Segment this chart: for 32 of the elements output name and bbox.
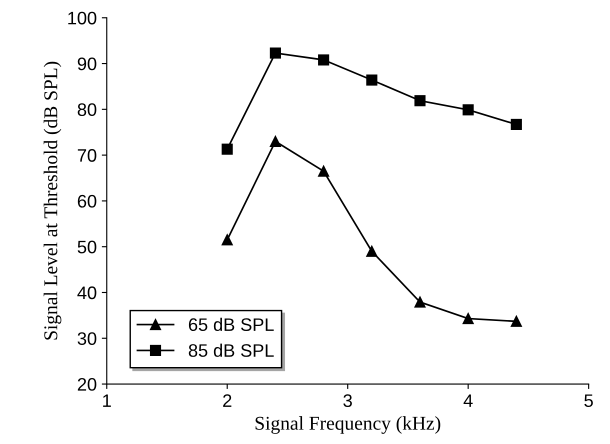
y-tick-label: 70: [78, 149, 96, 162]
point: [510, 316, 522, 327]
y-tick-label: 90: [78, 57, 96, 70]
point: [414, 95, 426, 106]
point: [222, 234, 233, 246]
point: [414, 296, 426, 308]
point: [462, 104, 474, 116]
y-tick-label: 50: [78, 240, 96, 254]
y-tick-label: 20: [78, 378, 96, 391]
legend-label: 85 dB SPL: [188, 344, 274, 357]
point: [318, 166, 330, 177]
x-axis-title: Signal Frequency (kHz): [256, 416, 440, 434]
x-tick-label: 1: [103, 394, 111, 407]
x-tick-label: 3: [343, 394, 352, 408]
point: [270, 136, 281, 147]
x-tick-label: 2: [223, 394, 232, 407]
legend-label: 65 dB SPL: [188, 318, 274, 332]
y-axis-title: Signal Level at Threshold (dB SPL): [44, 62, 62, 340]
point: [510, 118, 522, 130]
y-tick-label: 60: [78, 194, 96, 208]
x-tick-label: 4: [464, 394, 473, 407]
point: [366, 246, 378, 257]
point: [222, 144, 233, 155]
y-tick-label: 30: [78, 332, 96, 345]
point: [318, 54, 330, 66]
y-tick-label: 80: [78, 103, 96, 116]
point: [366, 74, 378, 86]
y-tick-label: 100: [68, 12, 96, 24]
point: [270, 47, 281, 59]
y-tick-label: 40: [77, 286, 96, 300]
point: [462, 313, 474, 324]
x-tick-label: 5: [584, 394, 593, 408]
